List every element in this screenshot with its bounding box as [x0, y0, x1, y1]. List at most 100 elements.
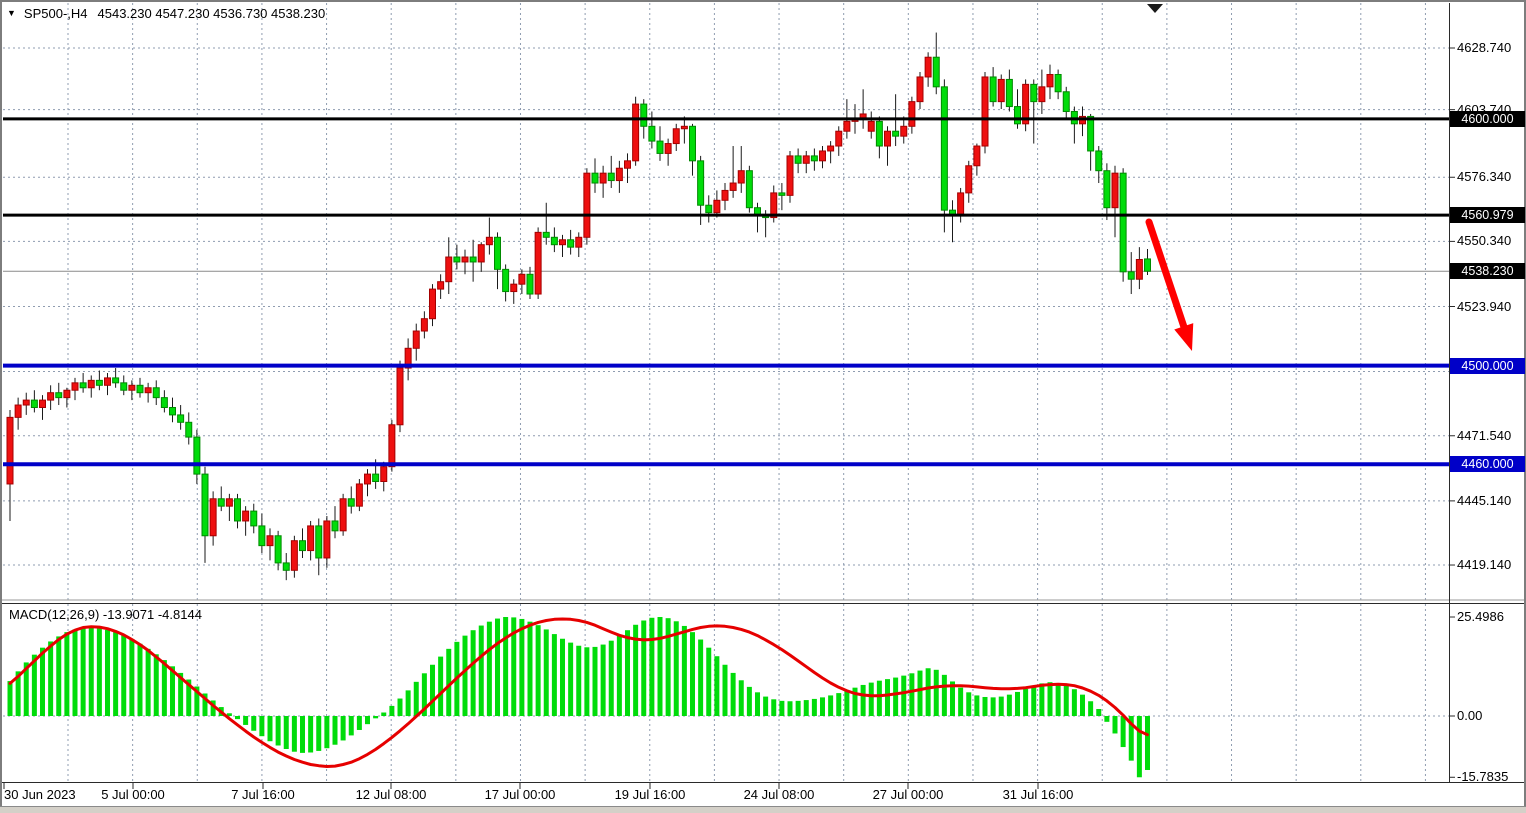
candle-body-bull: [1038, 86, 1046, 103]
macd-histogram-bar: [1104, 716, 1110, 722]
price-tick-label: 4628.740: [1457, 40, 1512, 55]
candle-body-bull: [242, 510, 250, 522]
macd-histogram-bar: [283, 716, 289, 749]
candle-body-bull: [323, 520, 331, 559]
macd-histogram-bar: [681, 625, 687, 716]
macd-histogram-bar: [486, 621, 492, 716]
candle-body-bear: [875, 120, 883, 147]
candle-body-bear: [494, 236, 501, 270]
candle-body-bull: [380, 466, 388, 482]
macd-histogram-bar: [202, 693, 208, 716]
macd-histogram-bar: [324, 716, 330, 749]
candle-body-bear: [136, 384, 144, 394]
candle-body-bull: [396, 367, 404, 426]
macd-histogram-bar: [389, 705, 395, 716]
candle-body-bear: [177, 414, 185, 423]
macd-histogram-bar: [673, 621, 679, 716]
macd-histogram-bar: [852, 687, 858, 716]
symbol-dropdown-icon[interactable]: ▼: [7, 8, 16, 18]
macd-tick-label: 0.00: [1457, 708, 1483, 723]
macd-histogram-bar: [40, 647, 45, 716]
macd-histogram-bar: [560, 638, 565, 716]
candle-body-bear: [932, 56, 940, 88]
macd-histogram-bar: [186, 679, 192, 716]
macd-histogram-bar: [803, 700, 809, 716]
candle-body-bull: [884, 130, 891, 147]
trend-arrow-head[interactable]: [1174, 323, 1194, 351]
candle-body-bull: [575, 236, 583, 248]
candle-body-bull: [835, 130, 843, 147]
candle-body-bull: [867, 120, 875, 132]
candle-body-bull: [534, 231, 542, 295]
macd-histogram-bar: [868, 682, 874, 716]
candle-body-bear: [1119, 172, 1127, 273]
macd-histogram-bar: [1047, 682, 1053, 716]
macd-histogram-bar: [925, 668, 931, 716]
macd-histogram-bar: [1080, 694, 1085, 716]
candle-body-bull: [420, 318, 428, 332]
macd-histogram-bar: [1063, 685, 1069, 716]
macd-histogram-bar: [1145, 716, 1150, 770]
macd-histogram-bar: [48, 641, 54, 716]
macd-histogram-bar: [145, 648, 151, 716]
macd-histogram-bar: [625, 630, 630, 716]
macd-histogram-bar: [876, 680, 882, 716]
chart-symbol-timeframe: SP500-,H4: [23, 6, 88, 21]
candle-body-bear: [526, 273, 534, 295]
macd-histogram-bar: [438, 656, 444, 716]
macd-histogram-bar: [885, 679, 890, 716]
macd-histogram-bar: [7, 681, 13, 716]
candle-body-bull: [39, 399, 46, 408]
price-badge-4560.979: 4560.979: [1450, 207, 1525, 224]
candle-body-bear: [940, 86, 948, 211]
candle-body-bull: [339, 498, 347, 532]
macd-histogram-bar: [340, 716, 346, 741]
macd-histogram-bar: [901, 675, 907, 716]
bottom-strip: [0, 806, 1526, 813]
candle-body-bear: [648, 125, 656, 142]
candle-body-bull: [144, 387, 152, 394]
macd-histogram-bar: [535, 625, 541, 716]
macd-histogram-bar: [1096, 709, 1102, 716]
macd-histogram-bar: [161, 660, 167, 716]
candle-body-bull: [209, 498, 217, 537]
macd-histogram-bar: [23, 662, 29, 716]
candle-body-bear: [169, 406, 176, 416]
candle-body-bear: [794, 155, 802, 164]
candle-body-bull: [973, 145, 981, 167]
macd-histogram-bar: [446, 648, 452, 716]
candle-body-bear: [1054, 73, 1062, 93]
candle-body-bull: [583, 172, 591, 238]
price-tick-label: 4419.140: [1457, 557, 1512, 573]
candle-body-bear: [372, 473, 380, 482]
macd-histogram-bar: [105, 629, 110, 716]
macd-histogram-bar: [96, 628, 102, 716]
macd-histogram-bar: [917, 670, 923, 716]
macd-histogram-bar: [763, 696, 769, 716]
macd-histogram-bar: [990, 697, 996, 716]
macd-histogram-bar: [551, 634, 557, 716]
candle-body-bear: [185, 421, 193, 438]
candle-body-bull: [445, 256, 453, 283]
candle-body-bull: [632, 103, 640, 162]
candle-body-bear: [331, 520, 339, 532]
macd-histogram-bar: [275, 716, 281, 746]
chart-shift-marker-icon[interactable]: [1147, 4, 1163, 13]
macd-histogram-bar: [397, 698, 403, 716]
macd-histogram-bar: [828, 695, 834, 716]
candle-body-bull: [843, 120, 851, 132]
macd-histogram-bar: [893, 677, 899, 716]
candle-body-bear: [542, 231, 550, 238]
candle-body-bear: [697, 160, 705, 206]
candle-body-bull: [518, 273, 526, 285]
macd-histogram-bar: [137, 643, 143, 716]
candle-body-bull: [485, 236, 493, 246]
time-tick-label: 19 Jul 16:00: [614, 787, 686, 802]
macd-histogram-bar: [413, 681, 419, 716]
time-tick-label: 27 Jul 00:00: [872, 787, 944, 802]
candle-body-bull: [412, 330, 420, 349]
trend-arrow-shaft[interactable]: [1145, 218, 1188, 330]
macd-histogram-bar: [982, 696, 988, 716]
candle-body-bull: [729, 182, 737, 191]
